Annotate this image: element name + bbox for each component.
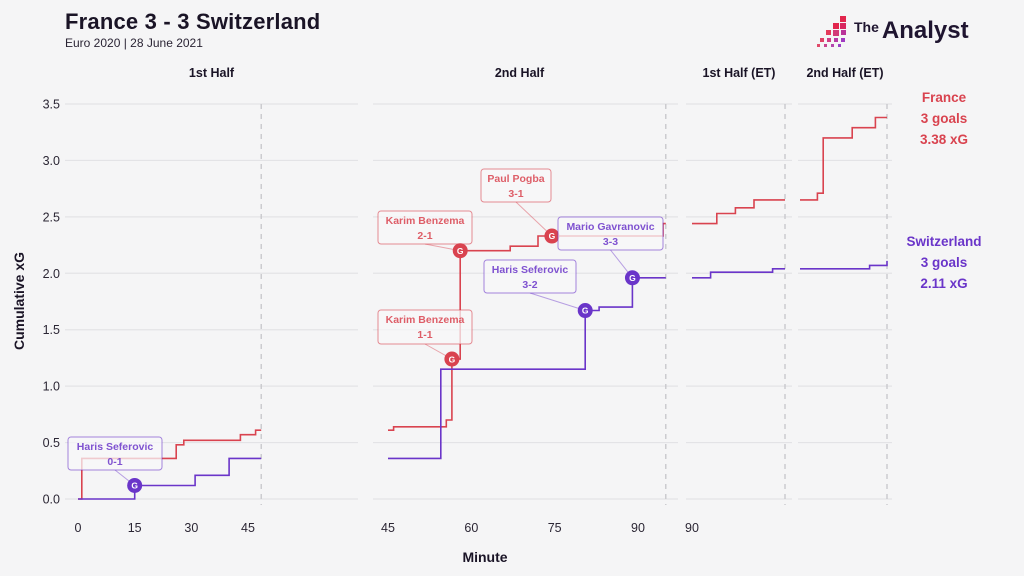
x-tick-label: 45 [381, 521, 395, 535]
switzerland-xg-line [388, 276, 666, 460]
y-axis-label: Cumulative xG [11, 252, 27, 350]
y-tick-label: 3.0 [43, 154, 60, 168]
x-tick-label: 75 [548, 521, 562, 535]
legend-switzerland-team: Switzerland [906, 234, 982, 249]
goal-marker-label: G [449, 354, 456, 364]
goal-marker-icon [444, 351, 460, 367]
y-tick-label: 2.0 [43, 267, 60, 281]
switzerland-xg-line [800, 260, 888, 270]
panel-header: 1st Half [189, 66, 235, 80]
legend-france-goals: 3 goals [920, 111, 968, 126]
goal-marker-icon [544, 228, 560, 244]
goal-connector [529, 292, 586, 312]
panel-header: 1st Half (ET) [703, 66, 776, 80]
goal-scorer-label: Mario Gavranovic [566, 221, 654, 233]
goal-marker-label: G [629, 273, 636, 283]
page-subtitle: Euro 2020 | 28 June 2021 [65, 36, 203, 50]
goal-label-box [377, 309, 473, 345]
goal-scorer-label: Haris Seferovic [77, 441, 154, 453]
legend-france: France 3 goals 3.38 xG [896, 87, 992, 150]
x-tick-label: 15 [128, 521, 142, 535]
goal-marker-label: G [131, 481, 138, 491]
y-tick-label: 1.5 [43, 323, 60, 337]
goal-score-label: 1-1 [417, 329, 432, 341]
goal-label-box [67, 436, 163, 471]
logo-the: The [854, 19, 879, 35]
goal-marker-icon [624, 270, 640, 286]
goal-marker-label: G [582, 306, 589, 316]
x-tick-label: 90 [685, 521, 699, 535]
goal-marker-icon [127, 477, 143, 493]
goal-scorer-label: Haris Seferovic [492, 264, 569, 276]
panel-header: 2nd Half [495, 66, 545, 80]
goal-marker-icon [577, 303, 593, 319]
legend-switzerland-xg: 2.11 xG [920, 276, 968, 291]
x-tick-label: 90 [631, 521, 645, 535]
goal-score-label: 3-1 [508, 188, 523, 200]
panel-header: 2nd Half (ET) [806, 66, 883, 80]
logo-analyst: Analyst [881, 17, 969, 44]
legend-switzerland: Switzerland 3 goals 2.11 xG [892, 231, 996, 294]
x-tick-label: 30 [184, 521, 198, 535]
switzerland-xg-line [78, 457, 262, 500]
logo-mark-icon [817, 16, 846, 47]
goal-marker-label: G [457, 246, 464, 256]
legend-switzerland-goals: 3 goals [920, 255, 968, 270]
x-axis-label: Minute [462, 549, 507, 565]
goal-marker-icon [452, 243, 468, 259]
y-tick-label: 0.5 [43, 436, 60, 450]
page-title: France 3 - 3 Switzerland [65, 9, 321, 34]
goal-score-label: 3-3 [603, 236, 618, 248]
legend-france-team: France [921, 90, 967, 105]
goal-scorer-label: Karim Benzema [386, 215, 465, 227]
france-xg-line [800, 116, 887, 201]
y-tick-label: 1.0 [43, 380, 60, 394]
x-tick-label: 45 [241, 521, 255, 535]
goal-label-box [483, 259, 577, 294]
goal-label-box [480, 168, 552, 203]
goal-scorer-label: Karim Benzema [386, 314, 465, 326]
y-tick-label: 3.5 [43, 98, 60, 112]
goal-score-label: 3-2 [522, 279, 537, 291]
goal-connector [515, 201, 553, 237]
switzerland-xg-line [692, 267, 785, 279]
goal-marker-label: G [549, 231, 556, 241]
goal-scorer-label: Paul Pogba [487, 173, 544, 185]
legend-france-xg: 3.38 xG [919, 132, 969, 147]
x-tick-label: 0 [75, 521, 82, 535]
goal-score-label: 2-1 [417, 230, 432, 242]
logo-wordmark: The Analyst [854, 17, 969, 45]
y-tick-label: 0.0 [43, 493, 60, 507]
goal-label-box [377, 210, 473, 245]
y-tick-label: 2.5 [43, 210, 60, 224]
the-analyst-logo: The Analyst [816, 14, 981, 50]
x-tick-label: 60 [464, 521, 478, 535]
goal-score-label: 0-1 [107, 456, 122, 468]
france-xg-line [692, 199, 785, 225]
goal-label-box [557, 216, 664, 251]
